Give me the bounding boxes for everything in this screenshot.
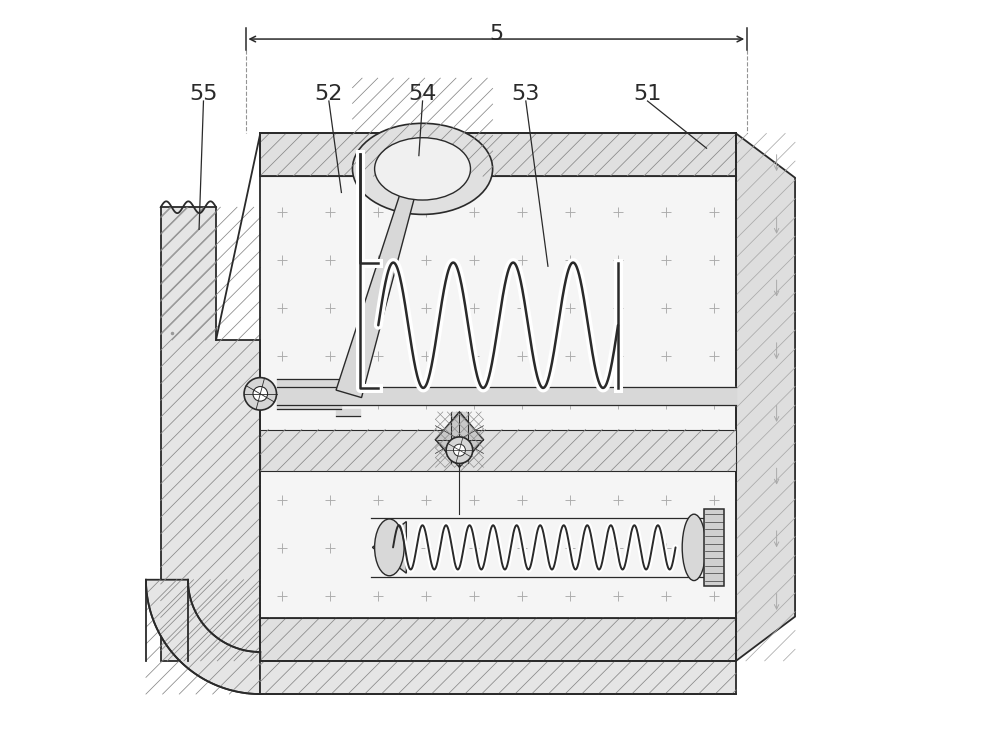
Text: 53: 53 <box>512 84 540 104</box>
Ellipse shape <box>352 123 493 214</box>
Polygon shape <box>260 429 736 471</box>
Polygon shape <box>260 176 736 618</box>
Circle shape <box>244 378 277 410</box>
Text: 54: 54 <box>408 84 437 104</box>
Ellipse shape <box>375 137 470 200</box>
Polygon shape <box>260 661 736 694</box>
Polygon shape <box>336 167 422 398</box>
Text: 51: 51 <box>633 84 662 104</box>
Polygon shape <box>372 522 406 573</box>
Text: 52: 52 <box>315 84 343 104</box>
Circle shape <box>253 386 268 401</box>
Polygon shape <box>146 579 260 694</box>
Circle shape <box>446 437 473 463</box>
Polygon shape <box>704 509 724 586</box>
Ellipse shape <box>375 519 404 576</box>
Polygon shape <box>260 618 736 661</box>
Polygon shape <box>161 207 260 661</box>
Polygon shape <box>736 134 795 661</box>
Text: 5: 5 <box>489 24 503 44</box>
Polygon shape <box>260 134 736 176</box>
Text: 55: 55 <box>189 84 218 104</box>
Ellipse shape <box>682 514 706 581</box>
Circle shape <box>453 444 465 456</box>
Polygon shape <box>435 412 483 467</box>
